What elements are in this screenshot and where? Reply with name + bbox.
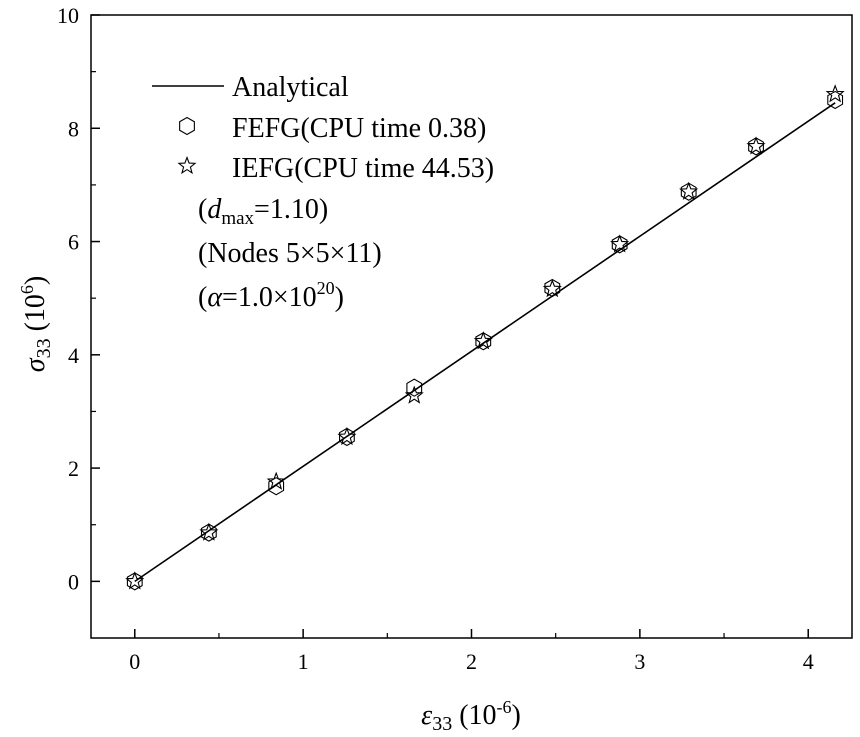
x-axis-unit-exponent: -6 bbox=[497, 697, 512, 717]
star-marker-icon bbox=[177, 155, 197, 175]
y-tick-label: 0 bbox=[68, 569, 79, 594]
legend-iefg-marker bbox=[177, 155, 197, 175]
y-axis-unit: (10 bbox=[20, 294, 51, 338]
fefg-point bbox=[611, 235, 628, 254]
legend-iefg-label: IEFG(CPU time 44.53) bbox=[232, 153, 494, 184]
fefg-point bbox=[680, 182, 697, 201]
iefg-point bbox=[337, 426, 357, 446]
fefg-point bbox=[126, 572, 143, 591]
legend-fefg-marker bbox=[179, 116, 195, 136]
y-axis-subscript: 33 bbox=[33, 338, 55, 358]
x-axis-unit: (10 bbox=[452, 700, 496, 731]
fefg-point bbox=[544, 278, 561, 298]
analytical-line bbox=[134, 102, 836, 583]
fefg-point bbox=[475, 332, 492, 351]
fefg-point bbox=[268, 477, 285, 496]
annotation-alpha-exponent: 20 bbox=[317, 278, 335, 298]
y-axis-label: σ33 (106) bbox=[17, 276, 55, 372]
x-axis-symbol: ε bbox=[421, 700, 432, 731]
iefg-point bbox=[473, 331, 493, 350]
annotation-alpha: (α=1.0×1020) bbox=[198, 278, 344, 313]
iefg-point bbox=[199, 522, 219, 541]
annotation-alpha-close: ) bbox=[335, 282, 344, 313]
annotation-nodes: (Nodes 5×5×11) bbox=[198, 238, 382, 269]
parameter-annotations: (dmax=1.10) (Nodes 5×5×11) (α=1.0×1020) bbox=[198, 194, 382, 313]
y-axis-symbol: σ bbox=[20, 357, 51, 372]
x-axis-unit-close: ) bbox=[512, 700, 521, 731]
fefg-point bbox=[827, 90, 844, 110]
annotation-dmax-subscript: max bbox=[221, 208, 254, 229]
y-tick-label: 2 bbox=[68, 456, 79, 481]
annotation-dmax-symbol: d bbox=[207, 194, 222, 225]
plot-area-frame bbox=[90, 14, 853, 639]
y-tick-label: 8 bbox=[68, 116, 79, 141]
y-axis-unit-exponent: 6 bbox=[17, 285, 37, 294]
x-axis-label: ε33 (10-6) bbox=[421, 697, 521, 735]
fefg-point bbox=[338, 427, 355, 447]
y-tick-label: 10 bbox=[57, 3, 79, 28]
x-axis-ticks: 0 1 2 3 4 bbox=[129, 629, 814, 674]
iefg-point bbox=[404, 385, 424, 404]
y-axis-ticks: 0 2 4 6 8 10 bbox=[57, 3, 100, 594]
iefg-point bbox=[542, 279, 562, 298]
x-axis-subscript: 33 bbox=[432, 713, 452, 735]
iefg-point bbox=[679, 181, 699, 200]
legend-analytical-label: Analytical bbox=[232, 72, 349, 103]
iefg-point bbox=[746, 136, 766, 155]
annotation-dmax-value: =1.10) bbox=[254, 194, 328, 225]
hexagon-marker-icon bbox=[179, 116, 195, 136]
iefg-point bbox=[266, 471, 286, 490]
iefg-point bbox=[825, 84, 845, 103]
x-tick-label: 4 bbox=[803, 649, 814, 674]
y-tick-label: 4 bbox=[68, 343, 79, 368]
legend-fefg-label: FEFG(CPU time 0.38) bbox=[232, 113, 486, 144]
annotation-alpha-value: =1.0×10 bbox=[222, 282, 317, 313]
x-tick-label: 1 bbox=[298, 649, 309, 674]
fefg-point bbox=[748, 137, 764, 156]
series-layer bbox=[125, 84, 845, 591]
y-axis-unit-close: ) bbox=[20, 276, 51, 285]
x-tick-label: 3 bbox=[634, 649, 645, 674]
y-tick-label: 6 bbox=[68, 230, 79, 255]
iefg-point bbox=[610, 234, 630, 253]
iefg-point bbox=[125, 571, 145, 590]
legend: Analytical FEFG(CPU time 0.38) IEFG(CPU … bbox=[152, 72, 494, 184]
annotation-alpha-symbol: α bbox=[207, 282, 223, 313]
x-tick-label: 0 bbox=[129, 649, 140, 674]
x-tick-label: 2 bbox=[466, 649, 477, 674]
annotation-dmax: (dmax=1.10) bbox=[198, 194, 328, 229]
annotation-dmax-open: ( bbox=[198, 194, 207, 225]
annotation-alpha-open: ( bbox=[198, 282, 207, 313]
fefg-point bbox=[200, 523, 217, 542]
fefg-point bbox=[406, 378, 423, 397]
